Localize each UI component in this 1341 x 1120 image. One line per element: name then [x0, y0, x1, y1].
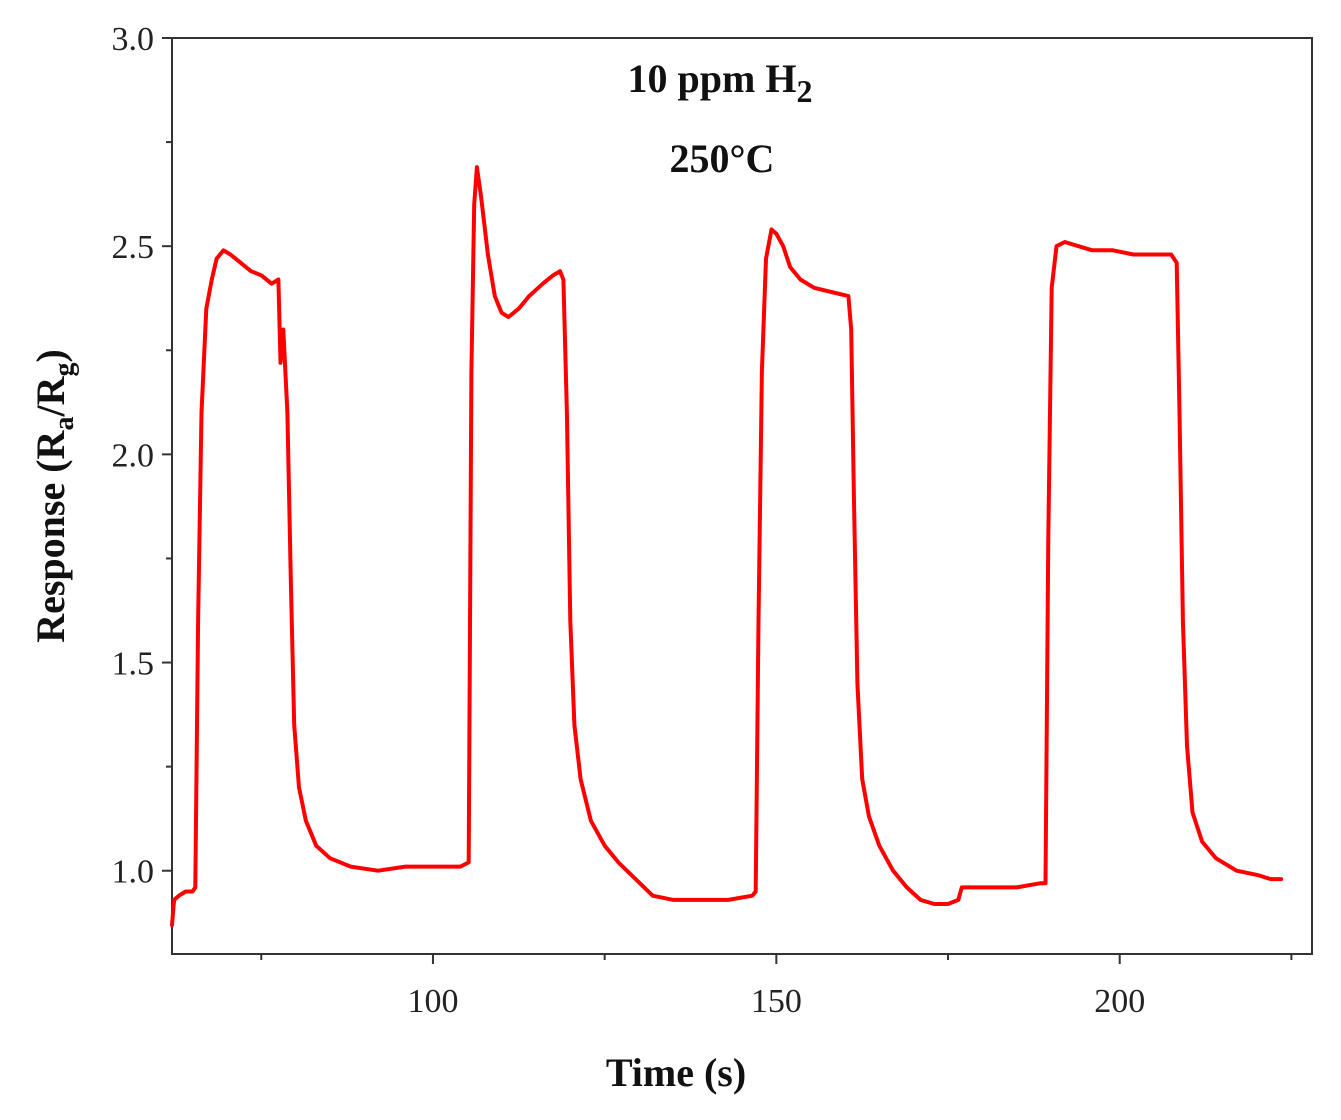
axis-ticks [162, 37, 1293, 964]
x-tick-label: 100 [407, 983, 458, 1020]
y-tick-label: 2.5 [112, 229, 155, 266]
plot-frame [171, 37, 1313, 955]
y-axis-title-sub-g: g [49, 363, 80, 377]
y-tick-label: 1.0 [112, 854, 155, 891]
x-tick-label: 150 [751, 983, 802, 1020]
annotation-gas-subscript: 2 [796, 73, 812, 109]
x-axis-title: Time (s) [606, 1050, 746, 1095]
annotation-temperature: 250°C [670, 136, 775, 181]
y-tick-label: 3.0 [112, 21, 155, 58]
y-axis-title-mid: /R [28, 375, 73, 417]
y-axis-title-suffix: ) [28, 349, 73, 362]
y-axis-title: Response (Ra/Rg) [28, 349, 80, 643]
annotation-gas: 10 ppm H2 [628, 56, 813, 109]
x-tick-label: 200 [1094, 983, 1145, 1020]
y-tick-label: 1.5 [112, 646, 155, 683]
y-axis-title-sub-a: a [49, 417, 80, 431]
y-tick-label: 2.0 [112, 437, 155, 474]
response-series-line [170, 165, 1284, 927]
tick-labels: 100 150 200 1.0 1.5 2.0 2.5 3.0 [112, 21, 1146, 1020]
